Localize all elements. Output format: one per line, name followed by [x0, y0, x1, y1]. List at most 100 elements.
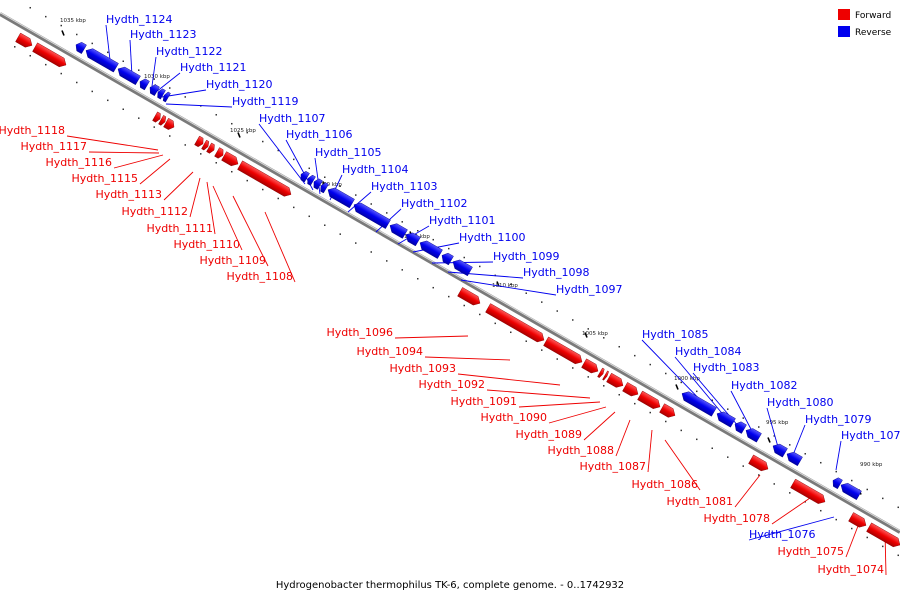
gene-labels: Hydth_1124 Hydth_1123 Hydth_1122 Hydth_1121… [0, 13, 900, 576]
reverse-gene-label: Hydth_1083 [693, 361, 760, 374]
forward-leader-line [647, 429, 653, 473]
reverse-gene-block [117, 66, 141, 86]
reverse-gene-block [75, 42, 87, 54]
forward-gene-label: Hydth_1094 [356, 345, 423, 358]
reverse-leader-line [792, 424, 806, 456]
forward-gene-label: Hydth_1074 [817, 563, 884, 576]
forward-leader-line [264, 211, 296, 283]
forward-gene-block [485, 303, 545, 343]
forward-leader-line [394, 335, 469, 339]
forward-gene-label: Hydth_1092 [418, 378, 485, 391]
forward-leader-line [457, 373, 561, 386]
reverse-gene-block [405, 232, 421, 247]
reverse-gene-label: Hydth_1105 [315, 146, 382, 159]
scale-tick-mark [584, 332, 588, 338]
reverse-leader-line [460, 279, 557, 296]
legend-reverse-label: Reverse [855, 28, 892, 38]
scale-tick-label: 1010 kbp [492, 283, 518, 289]
scale-tick-label: 1020 kbp [316, 182, 342, 188]
scale-tick-mark [61, 30, 65, 36]
forward-gene-block [214, 147, 224, 159]
reverse-leader-line [105, 24, 111, 61]
reverse-leader-line [835, 440, 842, 471]
reverse-leader-line [766, 407, 779, 448]
reverse-gene-block [139, 78, 150, 91]
forward-gene-label: Hydth_1088 [547, 444, 614, 457]
reverse-gene-label: Hydth_1122 [156, 45, 223, 58]
reverse-gene-label: Hydth_1107 [259, 112, 326, 125]
scale-tick-label: 1005 kbp [582, 331, 608, 337]
forward-leader-line [583, 411, 616, 441]
forward-leader-line [548, 406, 607, 424]
forward-gene-label: Hydth_1087 [579, 460, 646, 473]
legend: Forward Reverse [838, 9, 892, 38]
scale-tick-label: 1035 kbp [60, 18, 86, 24]
forward-gene-block [32, 42, 67, 68]
reverse-gene-block [419, 240, 443, 259]
scale-tick-label: 1030 kbp [144, 74, 170, 80]
reverse-gene-label: Hydth_1082 [731, 379, 798, 392]
forward-leader-line [113, 154, 164, 169]
forward-leader-line [734, 474, 761, 508]
forward-gene-label: Hydth_1091 [450, 395, 517, 408]
forward-leader-line [189, 177, 201, 218]
reverse-gene-block [353, 202, 391, 229]
scale-tick-label: 1025 kbp [230, 128, 256, 134]
forward-leader-line [845, 525, 859, 558]
forward-gene-label: Hydth_1086 [631, 478, 698, 491]
forward-gene-block [158, 115, 167, 126]
reverse-gene-label: Hydth_1121 [180, 61, 247, 74]
reverse-gene-label: Hydth_1099 [493, 250, 560, 263]
forward-leader-line [486, 389, 591, 399]
reverse-leader-line [748, 516, 835, 541]
reverse-gene-label: Hydth_1124 [106, 13, 173, 26]
reverse-gene-block [389, 223, 408, 239]
forward-leader-line [66, 135, 159, 151]
forward-gene-block [597, 367, 605, 378]
forward-leader-line [615, 419, 631, 457]
forward-gene-block [457, 287, 481, 306]
reverse-gene-label: Hydth_1097 [556, 283, 623, 296]
reverse-gene-label: Hydth_1076 [749, 528, 816, 541]
forward-gene-block [866, 522, 900, 548]
forward-gene-block [206, 142, 215, 154]
scale-tick-mark [237, 132, 241, 138]
reverse-gene-block [734, 421, 747, 434]
reverse-gene-label: Hydth_1102 [401, 197, 468, 210]
forward-gene-label: Hydth_1115 [71, 172, 138, 185]
forward-gene-label: Hydth_1075 [777, 545, 844, 558]
legend-reverse-swatch [838, 26, 850, 37]
forward-gene-block [194, 135, 204, 148]
reverse-gene-block [320, 182, 329, 194]
reverse-gene-block [452, 259, 473, 277]
legend-forward-label: Forward [855, 11, 891, 21]
forward-gene-block [581, 358, 599, 374]
reverse-gene-block [786, 451, 803, 467]
reverse-gene-label: Hydth_1084 [675, 345, 742, 358]
genome-axis [0, 12, 900, 534]
reverse-gene-label: Hydth_1079 [805, 413, 872, 426]
forward-leader-line [518, 401, 601, 408]
forward-leader-line [139, 158, 171, 185]
reverse-leader-line [314, 157, 321, 195]
forward-gene-label: Hydth_1090 [480, 411, 547, 424]
forward-leader-line [88, 151, 160, 154]
forward-gene-label: Hydth_1109 [199, 254, 266, 267]
reverse-gene-label: Hydth_1080 [767, 396, 834, 409]
reverse-gene-label: Hydth_1106 [286, 128, 353, 141]
gene-blocks [15, 32, 900, 548]
forward-gene-label: Hydth_1078 [703, 512, 770, 525]
reverse-gene-label: Hydth_1100 [459, 231, 526, 244]
reverse-leader-line [347, 191, 372, 213]
reverse-leader-line [151, 56, 157, 87]
reverse-gene-label: Hydth_1103 [371, 180, 438, 193]
reverse-gene-label: Hydth_1104 [342, 163, 409, 176]
reverse-gene-block [772, 443, 788, 458]
reverse-gene-block [716, 411, 736, 428]
legend-forward-swatch [838, 9, 850, 20]
reverse-gene-label: Hydth_1101 [429, 214, 496, 227]
reverse-gene-label: Hydth_1098 [523, 266, 590, 279]
reverse-gene-block [745, 428, 762, 443]
forward-gene-block [637, 390, 661, 409]
